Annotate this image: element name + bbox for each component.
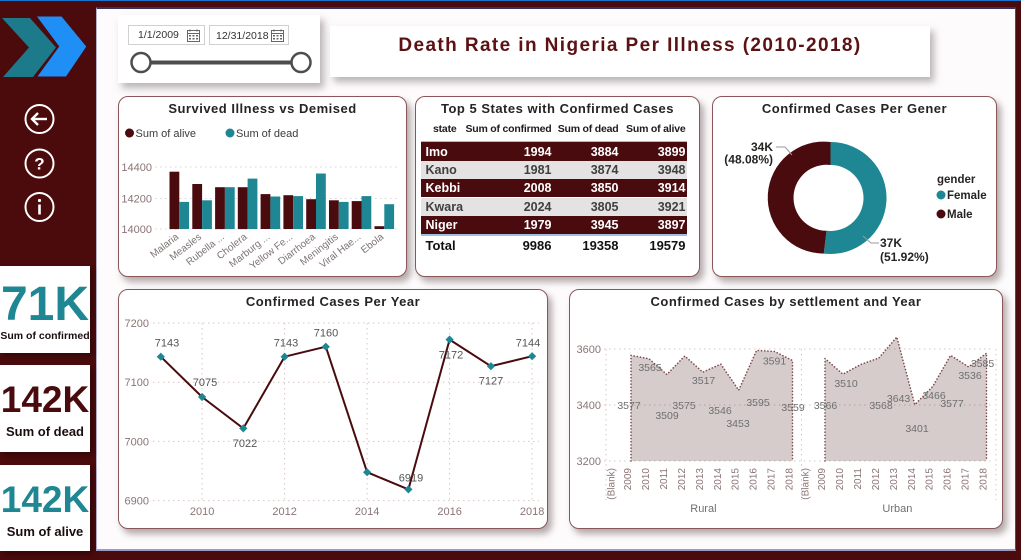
svg-text:Female: Female — [947, 190, 987, 202]
svg-text:(51.92%): (51.92%) — [880, 250, 929, 264]
svg-text:2014: 2014 — [713, 468, 724, 491]
svg-text:2016: 2016 — [943, 468, 954, 491]
svg-text:Male: Male — [947, 209, 973, 221]
svg-text:3595: 3595 — [746, 397, 770, 409]
svg-text:3536: 3536 — [958, 370, 982, 382]
svg-text:3565: 3565 — [638, 362, 662, 374]
svg-text:3517: 3517 — [692, 375, 716, 387]
svg-text:2013: 2013 — [695, 468, 706, 491]
svg-text:3200: 3200 — [577, 456, 601, 468]
svg-text:3568: 3568 — [869, 400, 893, 412]
svg-text:2009: 2009 — [817, 468, 828, 491]
svg-text:3510: 3510 — [834, 378, 858, 390]
svg-text:Sum of dead: Sum of dead — [236, 128, 298, 140]
svg-text:2015: 2015 — [731, 468, 742, 491]
svg-text:2018: 2018 — [520, 506, 544, 518]
svg-text:3453: 3453 — [726, 418, 750, 430]
svg-text:2012: 2012 — [272, 506, 296, 518]
svg-text:14000: 14000 — [121, 224, 152, 236]
svg-text:2013: 2013 — [889, 468, 900, 491]
svg-text:2017: 2017 — [767, 468, 778, 491]
svg-text:7200: 7200 — [125, 318, 149, 330]
svg-text:3575: 3575 — [672, 400, 696, 412]
svg-text:3577: 3577 — [940, 398, 964, 410]
svg-text:14400: 14400 — [121, 162, 152, 174]
svg-text:7144: 7144 — [516, 338, 540, 350]
svg-text:Urban: Urban — [882, 503, 912, 515]
svg-text:2018: 2018 — [979, 468, 990, 491]
svg-text:2010: 2010 — [190, 506, 214, 518]
svg-text:(48.08%): (48.08%) — [724, 153, 773, 167]
svg-text:3466: 3466 — [922, 390, 946, 402]
svg-text:(Blank): (Blank) — [606, 468, 617, 500]
svg-text:2010: 2010 — [835, 468, 846, 491]
svg-text:2011: 2011 — [659, 468, 670, 490]
svg-text:3566: 3566 — [814, 400, 838, 412]
svg-text:3559: 3559 — [781, 402, 805, 414]
svg-text:2014: 2014 — [907, 468, 918, 491]
svg-text:14200: 14200 — [121, 194, 152, 206]
svg-text:2010: 2010 — [641, 468, 652, 491]
svg-text:2015: 2015 — [925, 468, 936, 491]
svg-text:7100: 7100 — [125, 377, 149, 389]
svg-text:3600: 3600 — [577, 344, 601, 356]
svg-text:37K: 37K — [880, 236, 902, 250]
svg-text:3400: 3400 — [577, 400, 601, 412]
svg-text:3585: 3585 — [971, 358, 995, 370]
svg-text:2012: 2012 — [677, 468, 688, 491]
svg-text:Sum of alive: Sum of alive — [136, 128, 197, 140]
svg-text:(Blank): (Blank) — [800, 468, 811, 500]
svg-text:2016: 2016 — [749, 468, 760, 491]
svg-text:7022: 7022 — [233, 438, 257, 450]
svg-text:3577: 3577 — [617, 400, 641, 412]
svg-text:Rural: Rural — [690, 503, 716, 515]
svg-text:6900: 6900 — [125, 496, 149, 508]
svg-text:gender: gender — [937, 174, 976, 186]
svg-text:3591: 3591 — [763, 356, 787, 368]
svg-text:7172: 7172 — [439, 350, 463, 362]
svg-text:3401: 3401 — [905, 423, 929, 435]
svg-text:?: ? — [34, 155, 44, 174]
svg-text:2009: 2009 — [623, 468, 634, 491]
svg-text:7143: 7143 — [274, 338, 298, 350]
svg-text:3509: 3509 — [655, 410, 679, 422]
svg-text:2012: 2012 — [871, 468, 882, 491]
svg-text:7075: 7075 — [193, 377, 217, 389]
svg-text:3546: 3546 — [708, 405, 732, 417]
svg-text:34K: 34K — [751, 140, 773, 154]
svg-text:2014: 2014 — [355, 506, 379, 518]
svg-text:7127: 7127 — [479, 376, 503, 388]
svg-text:7143: 7143 — [155, 338, 179, 350]
svg-text:2018: 2018 — [785, 468, 796, 491]
svg-text:2011: 2011 — [853, 468, 864, 490]
svg-text:7000: 7000 — [125, 436, 149, 448]
svg-text:7160: 7160 — [314, 328, 338, 340]
svg-text:Ebola: Ebola — [359, 231, 386, 256]
svg-text:3643: 3643 — [887, 393, 911, 405]
svg-text:2016: 2016 — [437, 506, 461, 518]
svg-text:6919: 6919 — [399, 473, 423, 485]
svg-text:2017: 2017 — [961, 468, 972, 491]
